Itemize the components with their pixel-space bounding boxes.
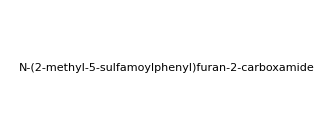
Text: N-(2-methyl-5-sulfamoylphenyl)furan-2-carboxamide: N-(2-methyl-5-sulfamoylphenyl)furan-2-ca… <box>19 63 315 73</box>
